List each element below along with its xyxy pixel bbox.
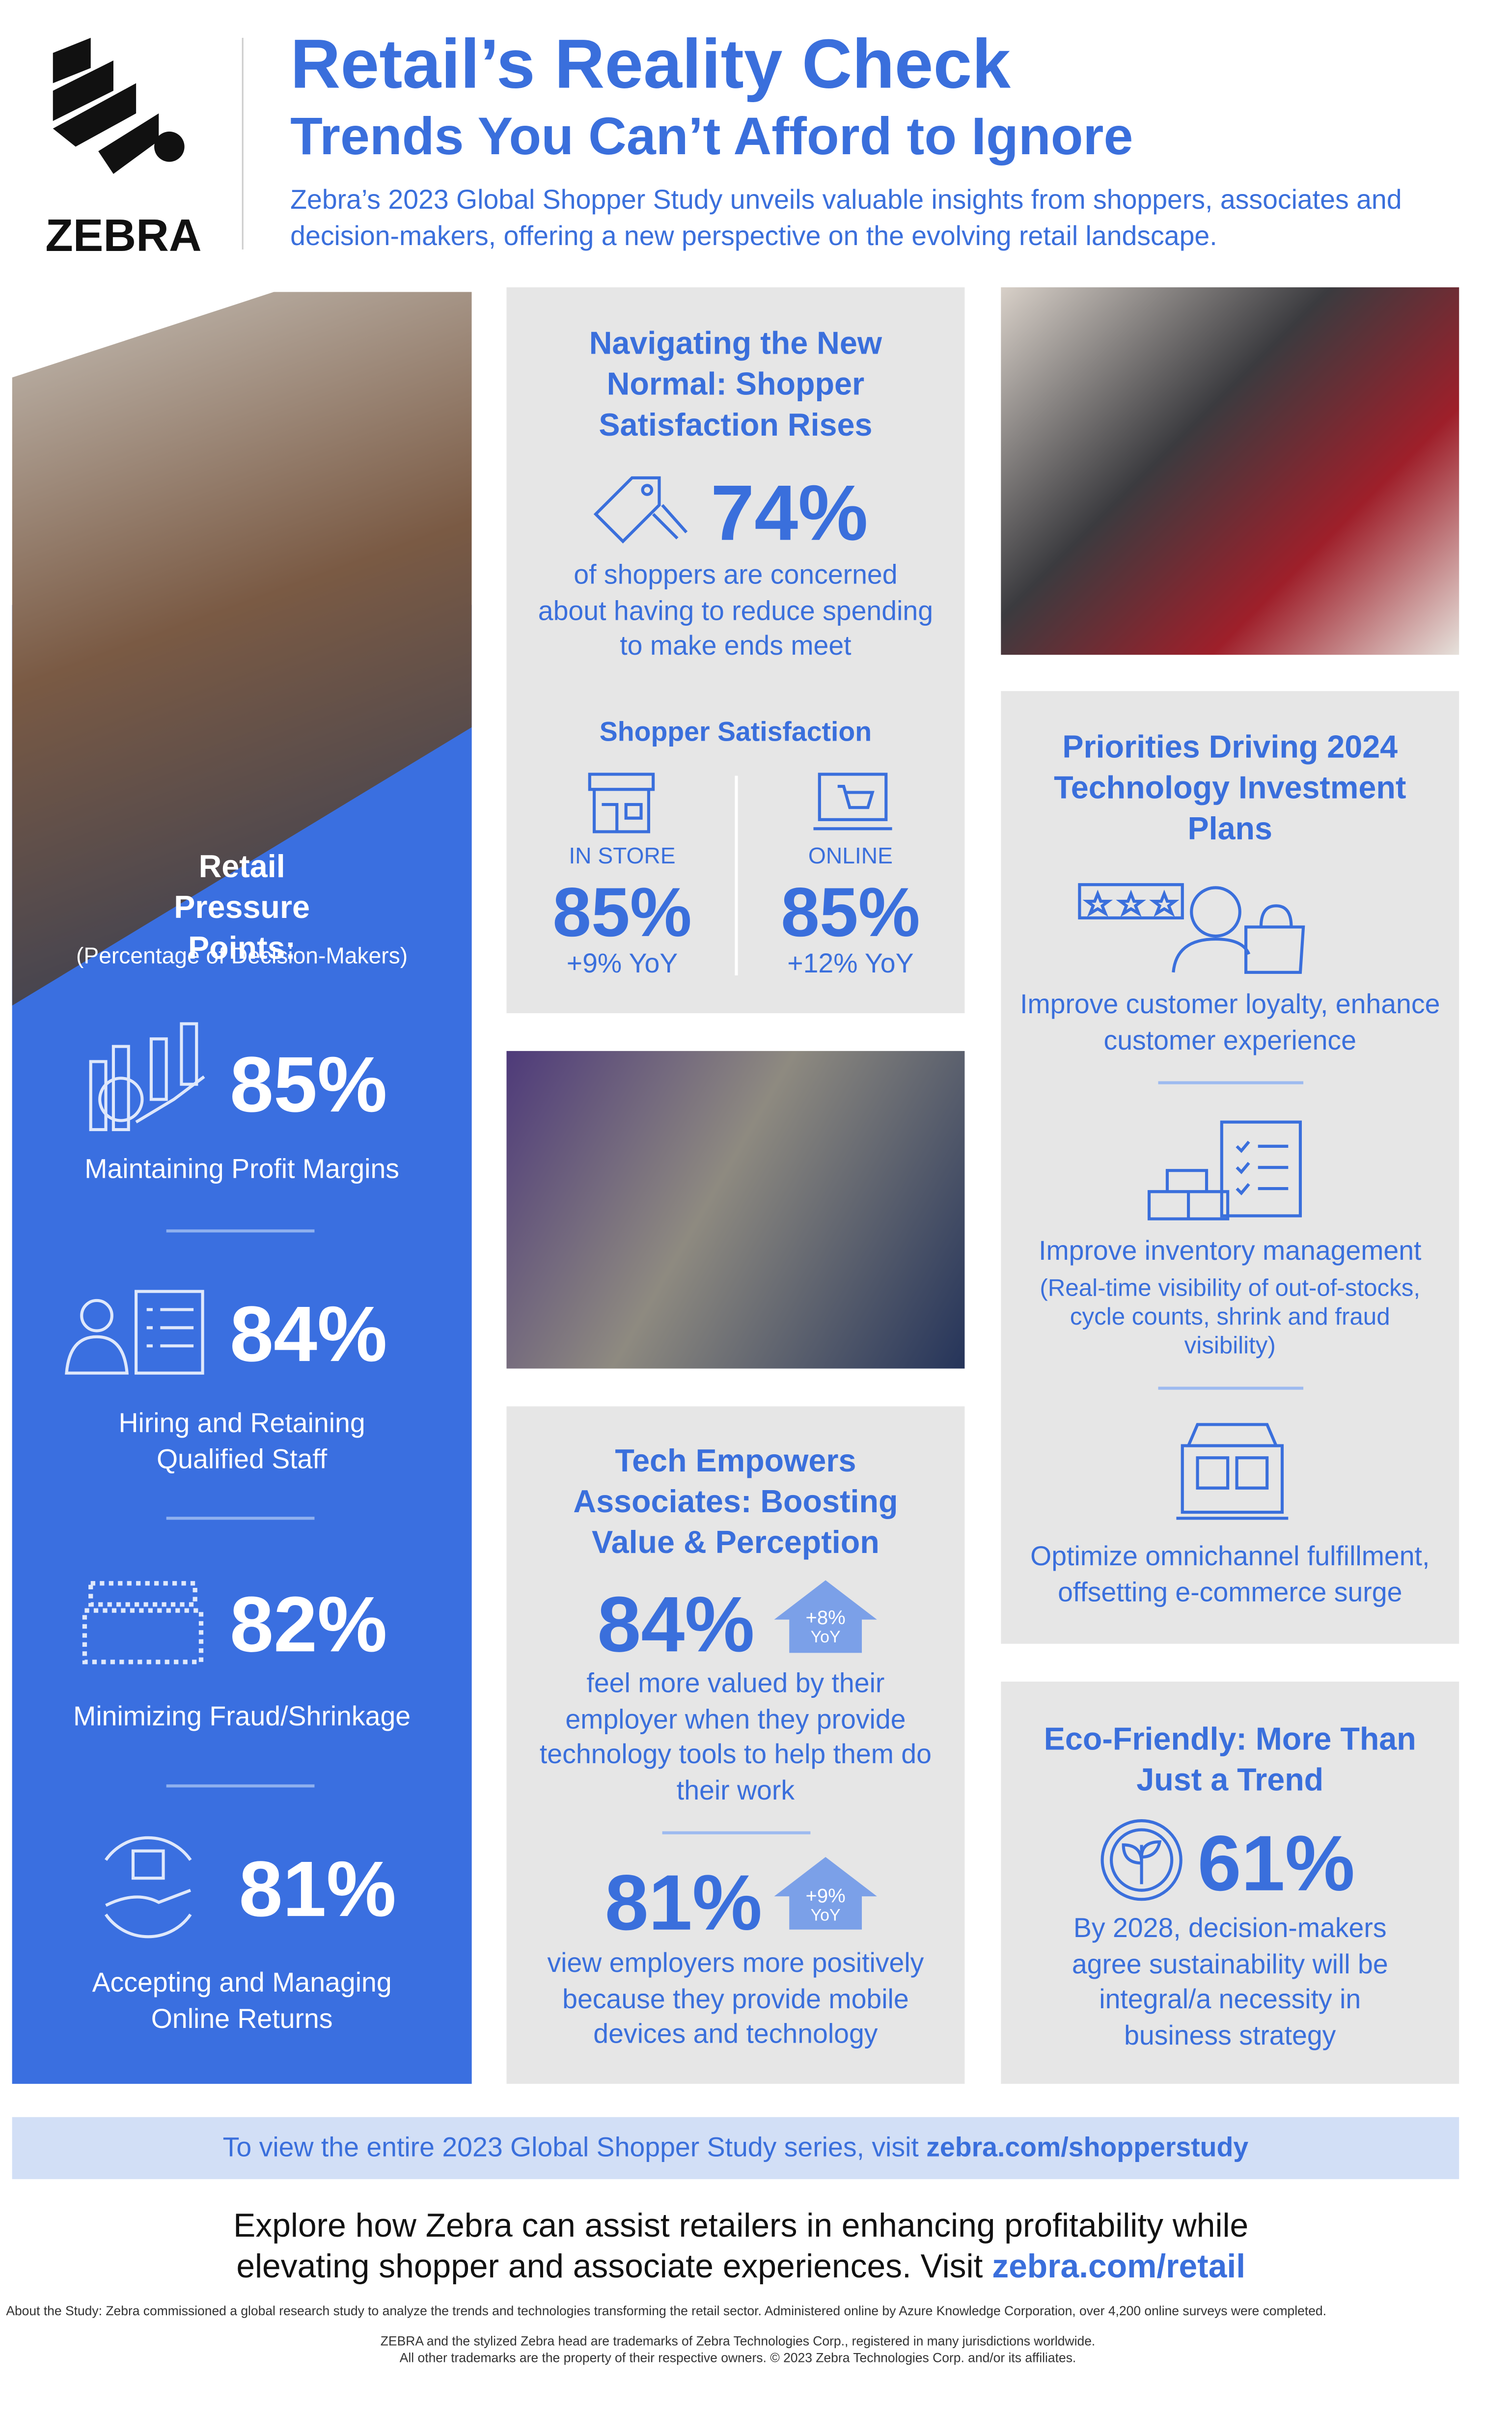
explore: Explore how Zebra can assist retailers i…	[166, 2205, 1316, 2286]
pressure-value: 84%	[230, 1291, 387, 1380]
badge-value: +9%	[805, 1884, 846, 1907]
channel-label: IN STORE	[569, 844, 676, 870]
photo-scanner	[1001, 287, 1459, 655]
separator	[166, 1229, 315, 1233]
tech-text: feel more valued by their employer when …	[539, 1668, 932, 1805]
separator	[166, 1784, 315, 1788]
icon-omnichannel	[1176, 1423, 1289, 1520]
pressure-value: 85%	[230, 1042, 387, 1130]
icon-online	[813, 773, 892, 831]
separator	[1158, 1386, 1304, 1390]
badge-value: +8%	[805, 1606, 846, 1629]
tech-value: 84%	[597, 1581, 755, 1670]
eco-title: Eco-Friendly: More Than Just a Trend	[1044, 1722, 1416, 1798]
eco-panel	[1001, 1681, 1459, 2084]
badge-arrow	[774, 1580, 877, 1653]
badge-arrow	[774, 1857, 877, 1930]
explore-text: Explore how Zebra can assist retailers i…	[233, 2206, 1249, 2285]
channel-label: ONLINE	[808, 844, 893, 870]
eco-text: By 2028, decision-makers agree sustainab…	[1072, 1912, 1388, 2050]
priority-note: (Real-time visibility of out-of-stocks, …	[1040, 1276, 1421, 1360]
view-link[interactable]: zebra.com/shopperstudy	[926, 2132, 1249, 2162]
icon-tags	[593, 476, 688, 544]
pressure-label: Maintaining Profit Margins	[84, 1154, 400, 1184]
view-bar: To view the entire 2023 Global Shopper S…	[12, 2117, 1459, 2179]
satisfaction-title: Shopper Satisfaction	[599, 717, 872, 748]
tech-title: Tech Empowers Associates: Boosting Value…	[573, 1444, 898, 1561]
trademark: All other trademarks are the property of…	[399, 2350, 1076, 2365]
channel-divider	[735, 776, 738, 975]
tech-text: view employers more positively because t…	[547, 1947, 924, 2050]
channel-change: +9% YoY	[566, 948, 678, 979]
priority-text: Optimize omnichannel fulfillment, offset…	[1030, 1541, 1430, 1607]
explore-link[interactable]: zebra.com/retail	[992, 2247, 1246, 2285]
priority-text: Improve inventory management	[1039, 1235, 1422, 1266]
pressure-value: 82%	[230, 1581, 387, 1670]
icon-staff	[65, 1290, 204, 1375]
tech-panel	[506, 1406, 965, 2084]
pressure-label: Accepting and Managing Online Returns	[92, 1967, 392, 2033]
subtitle: Trends You Can’t Afford to Ignore	[290, 107, 1133, 166]
pressure-label: Minimizing Fraud/Shrinkage	[73, 1701, 411, 1732]
eco-stat: 61%	[1197, 1821, 1355, 1909]
pressure-label: Hiring and Retaining Qualified Staff	[118, 1408, 365, 1474]
channel-value: 85%	[552, 872, 692, 951]
normal-stat: 74%	[711, 470, 868, 558]
icon-loyalty	[1078, 883, 1305, 974]
normal-text: of shoppers are concerned about having t…	[538, 559, 934, 661]
badge-unit: YoY	[810, 1629, 841, 1647]
view-text: To view the entire 2023 Global Shopper S…	[222, 2132, 919, 2162]
tech-value: 81%	[605, 1860, 763, 1948]
priorities-title: Priorities Driving 2024 Technology Inves…	[1054, 730, 1406, 847]
normal-title: Navigating the New Normal: Shopper Satis…	[589, 327, 882, 443]
priority-text: Improve customer loyalty, enhance custom…	[1020, 989, 1440, 1055]
zebra-logo-mark	[53, 37, 185, 174]
pressure-value: 81%	[239, 1846, 396, 1935]
separator	[662, 1831, 811, 1834]
pressure-title: Retail Pressure Points:	[174, 850, 310, 967]
title: Retail’s Reality Check	[290, 24, 1011, 103]
icon-returns	[104, 1836, 192, 1939]
icon-shrinkage	[82, 1581, 204, 1664]
intro: Zebra’s 2023 Global Shopper Study unveil…	[290, 184, 1402, 251]
badge-unit: YoY	[810, 1907, 841, 1925]
separator	[166, 1517, 315, 1520]
separator	[1158, 1081, 1304, 1084]
pressure-note: (Percentage of Decision-Makers)	[76, 943, 408, 970]
channel-value: 85%	[781, 872, 920, 951]
icon-inventory	[1147, 1120, 1302, 1220]
priorities-panel	[1001, 691, 1459, 1644]
header-divider	[242, 37, 244, 250]
icon-profit	[89, 1022, 205, 1132]
about: About the Study: Zebra commissioned a gl…	[6, 2303, 1327, 2319]
logo-text: ZEBRA	[45, 212, 202, 262]
channel-change: +12% YoY	[787, 948, 914, 979]
icon-store	[588, 773, 655, 833]
icon-eco	[1100, 1819, 1182, 1901]
photo-associates	[506, 1051, 965, 1369]
trademark: ZEBRA and the stylized Zebra head are tr…	[380, 2333, 1096, 2349]
